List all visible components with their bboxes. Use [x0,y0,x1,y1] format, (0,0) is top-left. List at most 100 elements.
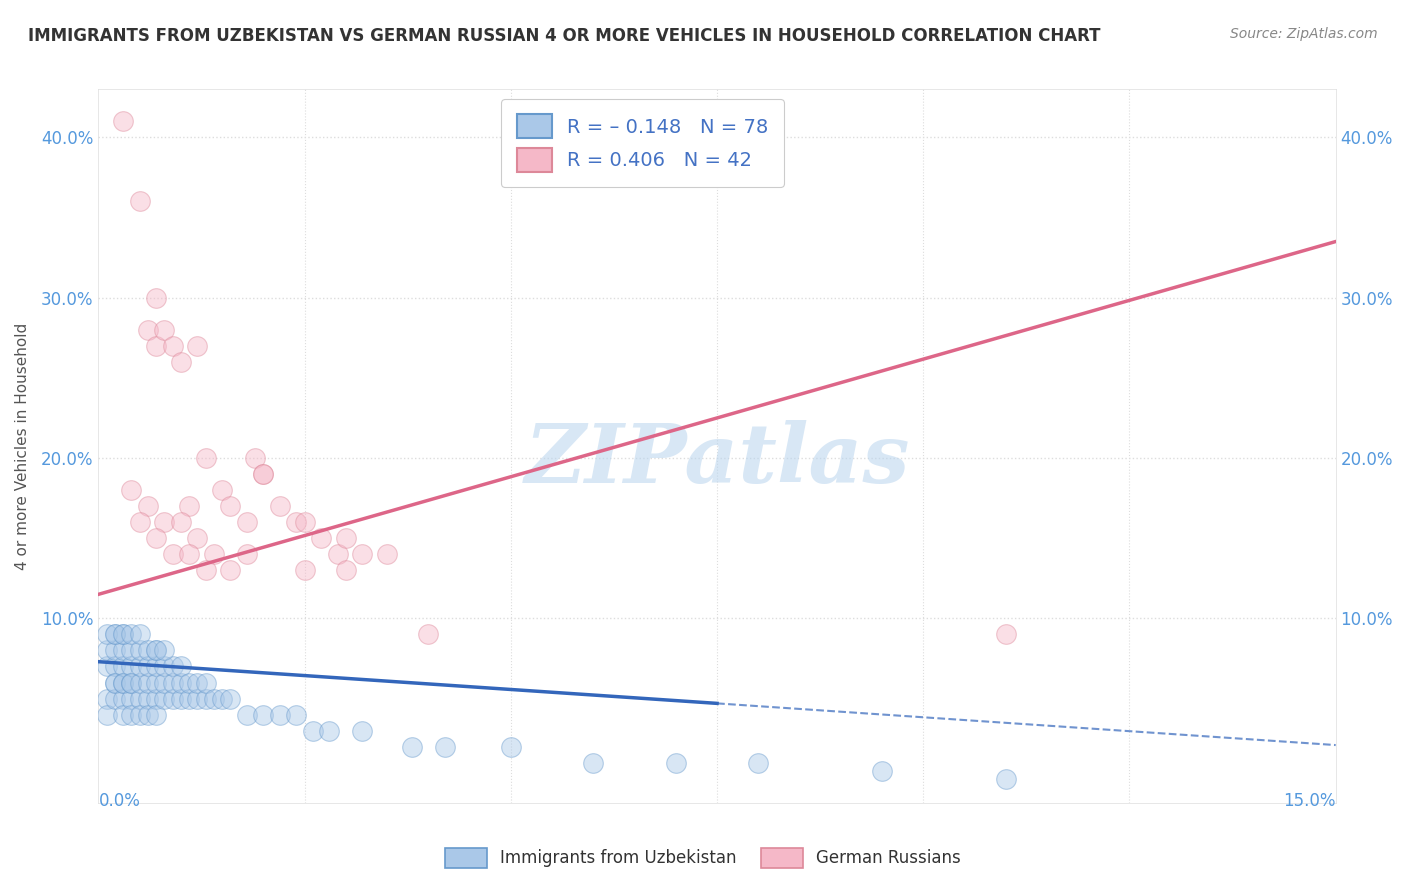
Text: Source: ZipAtlas.com: Source: ZipAtlas.com [1230,27,1378,41]
Point [145,643,167,657]
Point [170,515,193,529]
Point [162,675,184,690]
Text: ZIPatlas: ZIPatlas [524,420,910,500]
Legend: Immigrants from Uzbekistan, German Russians: Immigrants from Uzbekistan, German Russi… [439,841,967,875]
Point [179,547,201,561]
Point [170,675,193,690]
Point [375,547,398,561]
Point [269,499,291,513]
Point [162,339,184,353]
Point [202,691,225,706]
Y-axis label: 4 or more Vehicles in Household: 4 or more Vehicles in Household [15,322,30,570]
Point [194,563,217,577]
Point [136,691,159,706]
Point [112,114,135,128]
Point [128,194,150,209]
Point [186,531,208,545]
Point [128,515,150,529]
Point [352,723,374,738]
Point [194,450,217,465]
Point [112,627,135,641]
Point [236,515,259,529]
Point [252,467,274,481]
Text: 0.0%: 0.0% [98,791,141,810]
Point [120,707,142,722]
Point [96,707,118,722]
Point [112,707,135,722]
Point [170,691,193,706]
Point [96,691,118,706]
Point [104,627,127,641]
Point [128,659,150,673]
Point [186,339,208,353]
Point [112,691,135,706]
Point [170,355,193,369]
Point [120,659,142,673]
Point [318,723,340,738]
Point [870,764,893,778]
Point [96,659,118,673]
Point [186,675,208,690]
Text: 15.0%: 15.0% [1284,791,1336,810]
Point [309,531,332,545]
Point [211,483,233,497]
Point [186,691,208,706]
Point [335,563,357,577]
Point [302,723,325,738]
Point [104,675,127,690]
Point [145,659,167,673]
Point [120,643,142,657]
Point [326,547,349,561]
Point [112,627,135,641]
Point [145,707,167,722]
Point [252,467,274,481]
Point [145,675,167,690]
Point [96,643,118,657]
Point [153,643,176,657]
Point [582,756,605,770]
Point [112,643,135,657]
Legend: R = – 0.148   N = 78, R = 0.406   N = 42: R = – 0.148 N = 78, R = 0.406 N = 42 [502,99,785,187]
Point [401,739,423,754]
Point [194,675,217,690]
Point [153,323,176,337]
Point [294,563,316,577]
Point [136,643,159,657]
Point [153,515,176,529]
Point [128,691,150,706]
Point [136,659,159,673]
Point [285,515,308,529]
Point [145,691,167,706]
Point [418,627,440,641]
Point [128,675,150,690]
Point [145,531,167,545]
Point [170,659,193,673]
Point [994,772,1017,786]
Point [120,691,142,706]
Point [335,531,357,545]
Point [136,707,159,722]
Text: IMMIGRANTS FROM UZBEKISTAN VS GERMAN RUSSIAN 4 OR MORE VEHICLES IN HOUSEHOLD COR: IMMIGRANTS FROM UZBEKISTAN VS GERMAN RUS… [28,27,1101,45]
Point [145,291,167,305]
Point [219,563,242,577]
Point [162,691,184,706]
Point [128,643,150,657]
Point [153,675,176,690]
Point [252,707,274,722]
Point [665,756,688,770]
Point [104,675,127,690]
Point [96,627,118,641]
Point [120,675,142,690]
Point [211,691,233,706]
Point [104,627,127,641]
Point [236,547,259,561]
Point [219,691,242,706]
Point [352,547,374,561]
Point [219,499,242,513]
Point [120,483,142,497]
Point [136,499,159,513]
Point [162,659,184,673]
Point [294,515,316,529]
Point [128,707,150,722]
Point [236,707,259,722]
